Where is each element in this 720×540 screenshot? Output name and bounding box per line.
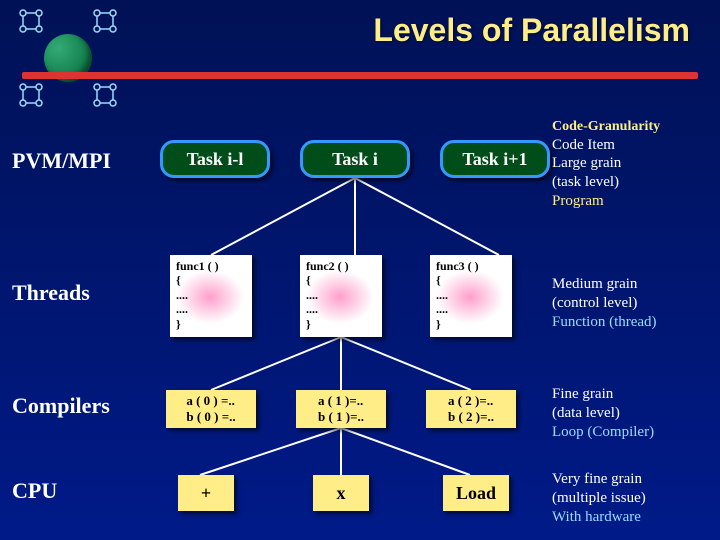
side-text: (data level) bbox=[552, 404, 712, 423]
op-box: x bbox=[313, 475, 369, 511]
task-label: Task i+1 bbox=[462, 149, 527, 170]
task-box: Task i+1 bbox=[440, 140, 550, 178]
side-text: (multiple issue) bbox=[552, 489, 712, 508]
stmt-box: a ( 2 )=.. b ( 2 )=.. bbox=[426, 390, 516, 428]
side-text: Loop (Compiler) bbox=[552, 423, 712, 442]
side-text: Fine grain bbox=[552, 385, 712, 404]
title-underline bbox=[22, 72, 698, 79]
op-label: Load bbox=[456, 483, 496, 504]
side-header: Code-Granularity bbox=[552, 118, 712, 136]
grid-icon bbox=[18, 82, 44, 108]
op-label: + bbox=[201, 483, 211, 504]
side-text: Very fine grain bbox=[552, 470, 712, 489]
row-label-pvm: PVM/MPI bbox=[12, 148, 111, 174]
side-block-1: Code-Granularity Code Item Large grain (… bbox=[552, 118, 712, 211]
side-block-4: Very fine grain (multiple issue) With ha… bbox=[552, 470, 712, 526]
func-box: func2 ( ) { .... .... } bbox=[300, 255, 382, 337]
func-box: func3 ( ) { .... .... } bbox=[430, 255, 512, 337]
row-label-cpu: CPU bbox=[12, 478, 57, 504]
func-code: func3 ( ) { .... .... } bbox=[436, 259, 479, 331]
func-code: func1 ( ) { .... .... } bbox=[176, 259, 219, 331]
side-block-3: Fine grain (data level) Loop (Compiler) bbox=[552, 385, 712, 441]
row-label-compilers: Compilers bbox=[12, 393, 110, 419]
grid-icon bbox=[92, 82, 118, 108]
side-text: (task level) bbox=[552, 173, 712, 192]
grid-icon bbox=[18, 8, 44, 34]
side-text: Code Item bbox=[552, 136, 712, 155]
side-block-2: Medium grain (control level) Function (t… bbox=[552, 275, 712, 331]
side-text: Function (thread) bbox=[552, 313, 712, 332]
stmt-box: a ( 0 ) =.. b ( 0 ) =.. bbox=[166, 390, 256, 428]
side-text: Medium grain bbox=[552, 275, 712, 294]
stmt-code: a ( 1 )=.. b ( 1 )=.. bbox=[318, 393, 364, 424]
task-box: Task i-l bbox=[160, 140, 270, 178]
op-box: Load bbox=[443, 475, 509, 511]
side-text: (control level) bbox=[552, 294, 712, 313]
logo bbox=[18, 8, 118, 108]
func-box: func1 ( ) { .... .... } bbox=[170, 255, 252, 337]
task-box: Task i bbox=[300, 140, 410, 178]
side-text: With hardware bbox=[552, 508, 712, 527]
stmt-code: a ( 2 )=.. b ( 2 )=.. bbox=[448, 393, 494, 424]
op-label: x bbox=[337, 483, 346, 504]
row-label-threads: Threads bbox=[12, 280, 90, 306]
func-code: func2 ( ) { .... .... } bbox=[306, 259, 349, 331]
task-label: Task i-l bbox=[187, 149, 244, 170]
page-title: Levels of Parallelism bbox=[373, 12, 690, 49]
side-text: Program bbox=[552, 192, 712, 211]
stmt-code: a ( 0 ) =.. b ( 0 ) =.. bbox=[186, 393, 235, 424]
grid-icon bbox=[92, 8, 118, 34]
stmt-box: a ( 1 )=.. b ( 1 )=.. bbox=[296, 390, 386, 428]
task-label: Task i bbox=[332, 149, 378, 170]
side-text: Large grain bbox=[552, 154, 712, 173]
op-box: + bbox=[178, 475, 234, 511]
